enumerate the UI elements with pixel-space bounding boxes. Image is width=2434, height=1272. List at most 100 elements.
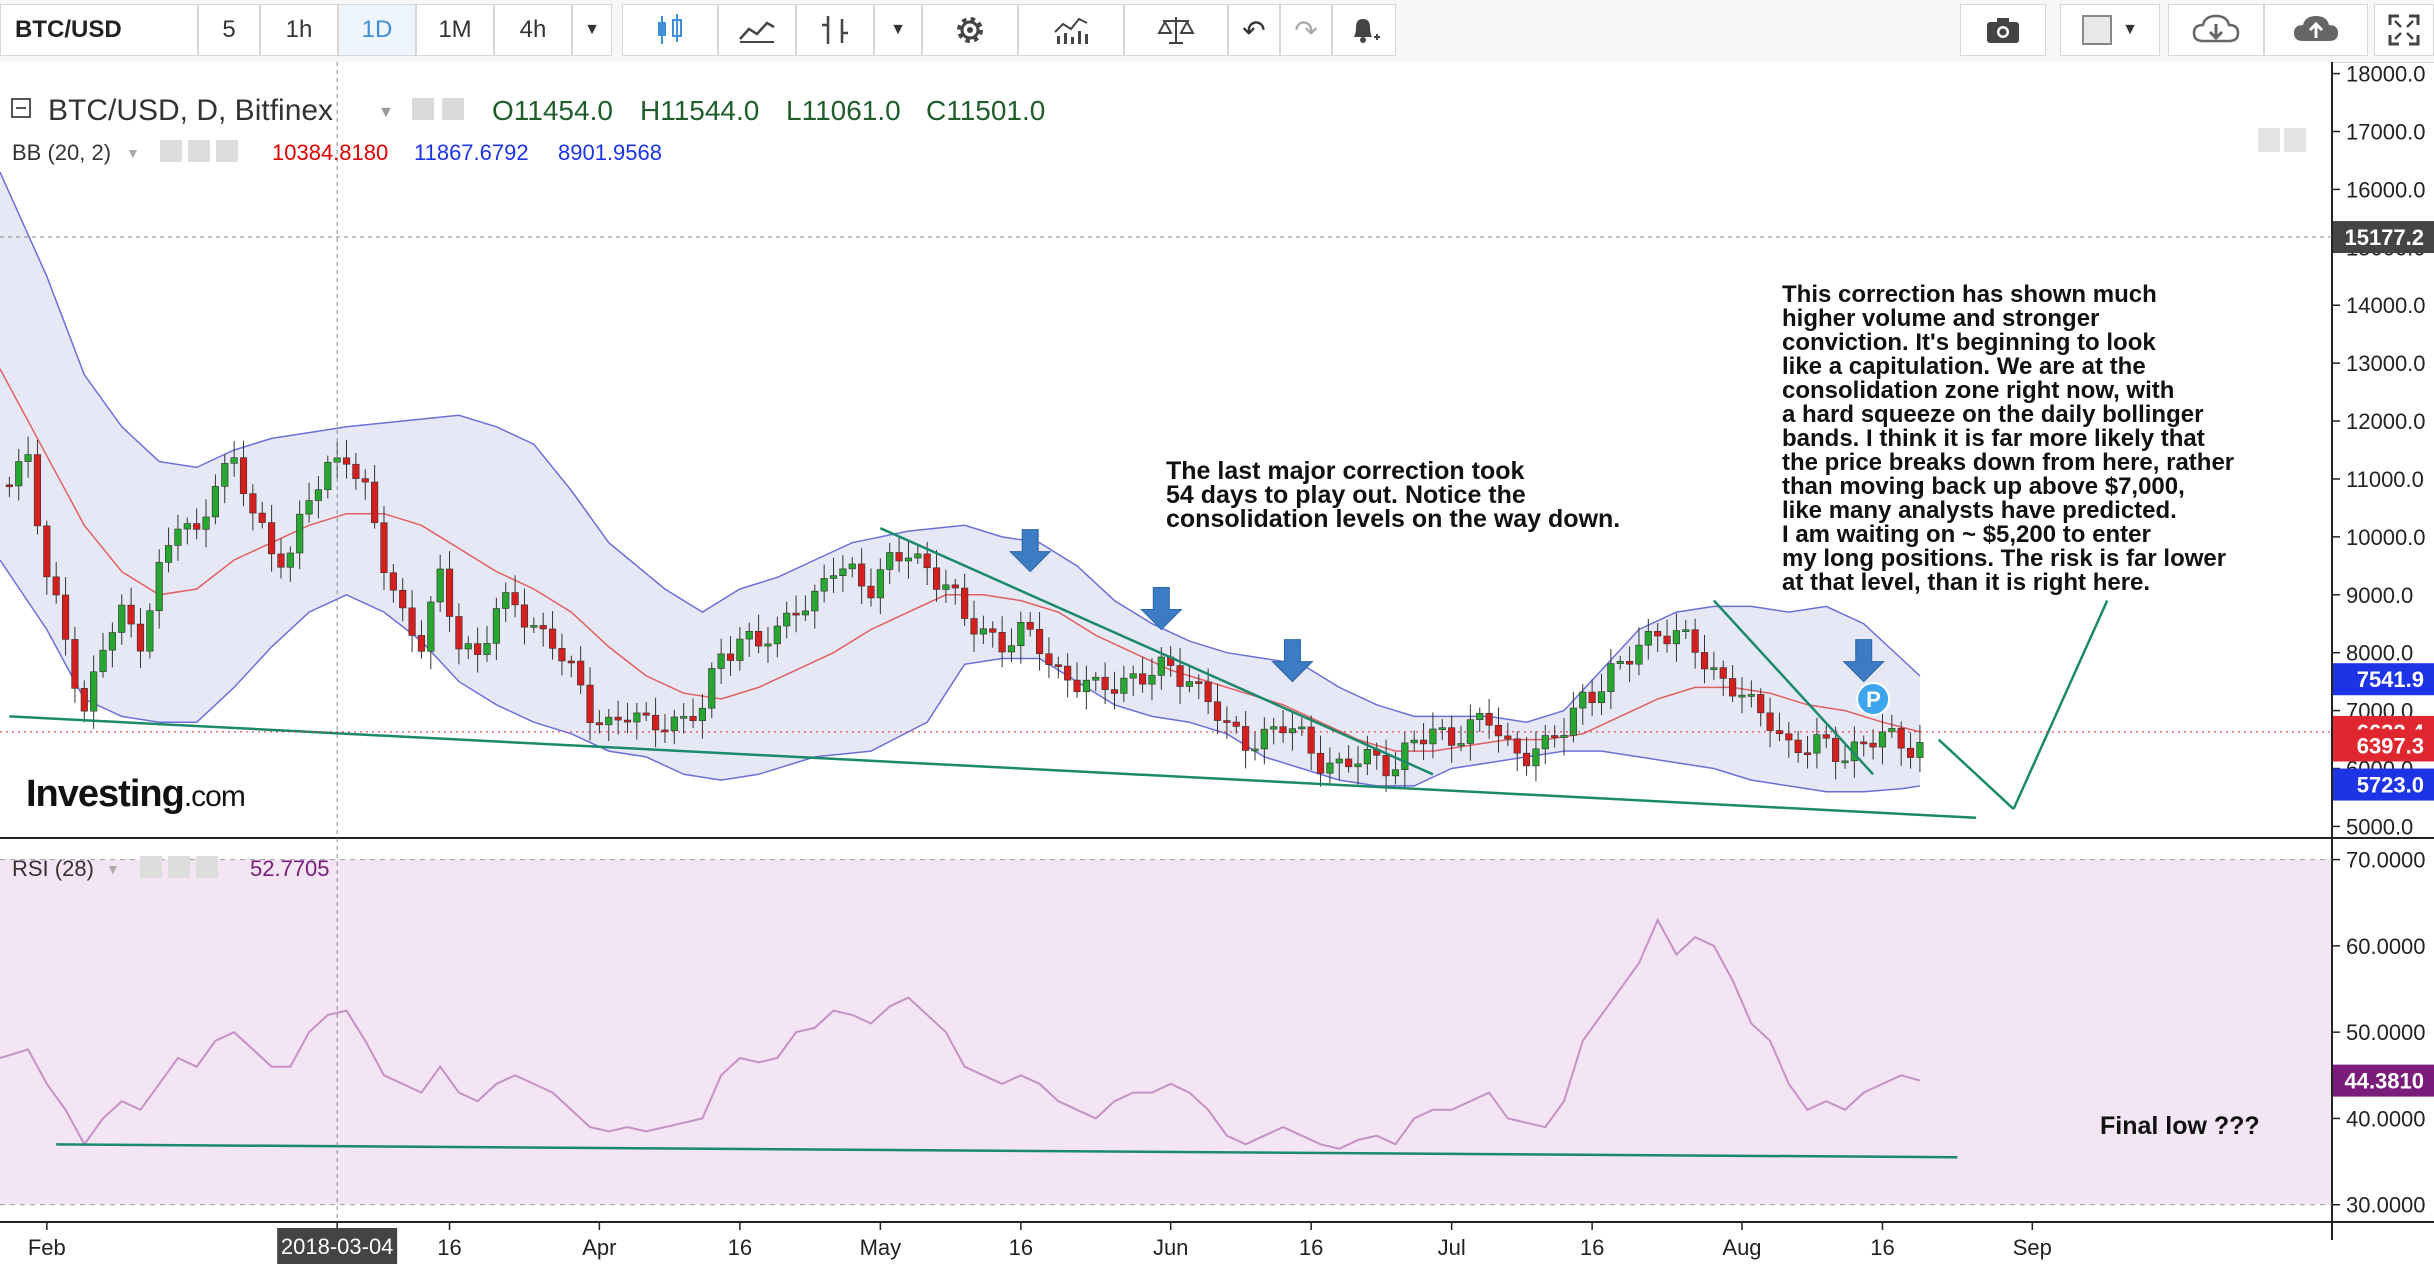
bars-chart-type-button[interactable] bbox=[796, 4, 874, 56]
candle[interactable] bbox=[1101, 676, 1109, 690]
candle[interactable] bbox=[689, 716, 697, 722]
candle[interactable] bbox=[211, 486, 219, 518]
legend-dropdown-icon[interactable]: ▼ bbox=[378, 104, 394, 121]
candle[interactable] bbox=[586, 684, 594, 723]
candle[interactable] bbox=[801, 610, 810, 616]
candle[interactable] bbox=[230, 457, 238, 464]
candle[interactable] bbox=[296, 513, 304, 554]
candle[interactable] bbox=[1232, 721, 1240, 727]
candle[interactable] bbox=[614, 716, 622, 721]
line-chart-type-button[interactable] bbox=[718, 4, 796, 56]
candle[interactable] bbox=[1354, 763, 1362, 768]
candle[interactable] bbox=[914, 553, 922, 559]
candle[interactable] bbox=[1176, 665, 1184, 687]
candle[interactable] bbox=[371, 481, 379, 524]
candle[interactable] bbox=[783, 612, 791, 627]
fullscreen-button[interactable] bbox=[2374, 4, 2434, 56]
candle[interactable] bbox=[361, 478, 369, 483]
candle[interactable] bbox=[698, 707, 706, 722]
candle[interactable] bbox=[567, 660, 575, 664]
candle[interactable] bbox=[305, 500, 313, 515]
rsi-axis[interactable]: 70.0000 60.0000 50.0000 40.0000 30.0000 bbox=[2332, 848, 2426, 1218]
candle[interactable] bbox=[1026, 621, 1034, 630]
candle[interactable] bbox=[1513, 738, 1521, 754]
scroll-left-icon[interactable] bbox=[2258, 128, 2280, 152]
candle[interactable] bbox=[1035, 629, 1044, 655]
candle[interactable] bbox=[1485, 712, 1493, 726]
candle[interactable] bbox=[661, 729, 669, 733]
candle[interactable] bbox=[1213, 701, 1222, 721]
candle[interactable] bbox=[1148, 674, 1156, 685]
candle[interactable] bbox=[708, 668, 716, 709]
candle[interactable] bbox=[61, 594, 70, 640]
candle[interactable] bbox=[52, 576, 60, 596]
snapshot-button[interactable] bbox=[1960, 4, 2046, 56]
rsi-eye-icon[interactable] bbox=[140, 856, 162, 878]
candle[interactable] bbox=[811, 590, 819, 612]
candle[interactable] bbox=[1729, 678, 1737, 697]
august-downtrend-line[interactable] bbox=[1712, 599, 1875, 776]
candle[interactable] bbox=[961, 587, 969, 619]
symbol-button[interactable]: BTC/USD bbox=[0, 4, 198, 56]
candle[interactable] bbox=[1691, 629, 1699, 653]
candle[interactable] bbox=[1110, 689, 1119, 694]
candle[interactable] bbox=[1588, 691, 1596, 704]
candle[interactable] bbox=[726, 653, 735, 661]
interval-1d-button[interactable]: 1D bbox=[338, 4, 416, 56]
candle[interactable] bbox=[1307, 726, 1315, 754]
candle[interactable] bbox=[15, 461, 23, 487]
interval-1h-button[interactable]: 1h bbox=[260, 4, 338, 56]
candle[interactable] bbox=[314, 489, 323, 501]
bb-eye-icon[interactable] bbox=[160, 140, 182, 162]
candle[interactable] bbox=[792, 612, 800, 616]
candle[interactable] bbox=[1363, 749, 1371, 765]
candle[interactable] bbox=[136, 623, 145, 652]
candle[interactable] bbox=[1082, 679, 1090, 693]
candle[interactable] bbox=[623, 719, 632, 723]
candle[interactable] bbox=[1504, 735, 1512, 740]
candle[interactable] bbox=[1157, 656, 1165, 676]
candle[interactable] bbox=[867, 585, 875, 599]
candle[interactable] bbox=[1345, 758, 1353, 768]
candle[interactable] bbox=[464, 643, 472, 650]
candle[interactable] bbox=[1129, 673, 1137, 679]
candle[interactable] bbox=[483, 643, 491, 655]
candle[interactable] bbox=[1382, 755, 1390, 777]
candle[interactable] bbox=[1476, 712, 1484, 720]
candle[interactable] bbox=[755, 631, 763, 647]
candle[interactable] bbox=[1635, 644, 1643, 665]
candle[interactable] bbox=[342, 457, 351, 465]
candle[interactable] bbox=[1335, 758, 1343, 764]
candle[interactable] bbox=[858, 563, 866, 587]
candle[interactable] bbox=[1738, 694, 1746, 698]
candle[interactable] bbox=[1766, 712, 1774, 731]
candle[interactable] bbox=[577, 660, 585, 686]
candle[interactable] bbox=[24, 454, 32, 462]
candle[interactable] bbox=[1270, 726, 1278, 730]
candle[interactable] bbox=[352, 463, 360, 479]
interval-4h-button[interactable]: 4h bbox=[494, 4, 572, 56]
candle[interactable] bbox=[520, 604, 529, 628]
candle[interactable] bbox=[408, 607, 416, 636]
candle[interactable] bbox=[895, 552, 903, 562]
compare-button[interactable] bbox=[1124, 4, 1228, 56]
rsi-support-line[interactable] bbox=[56, 1143, 1958, 1159]
candle[interactable] bbox=[605, 716, 613, 726]
rsi-settings-icon[interactable] bbox=[168, 856, 190, 878]
candle[interactable] bbox=[642, 712, 650, 716]
time-axis[interactable]: Feb 2018-03-04 16 Apr 16 May 16 Jun 16 Jul 16 Aug 16… bbox=[28, 1222, 2052, 1264]
candle[interactable] bbox=[1916, 742, 1924, 758]
rsi-dropdown-icon[interactable]: ▼ bbox=[106, 861, 120, 877]
candle[interactable] bbox=[1803, 752, 1812, 755]
undo-button[interactable]: ↶ bbox=[1228, 4, 1280, 56]
candle[interactable] bbox=[558, 648, 566, 662]
candle[interactable] bbox=[633, 712, 641, 723]
candle[interactable] bbox=[380, 522, 388, 573]
candle[interactable] bbox=[1139, 673, 1147, 685]
candle[interactable] bbox=[1607, 663, 1615, 693]
candle[interactable] bbox=[1757, 694, 1765, 714]
bb-dropdown-icon[interactable]: ▼ bbox=[126, 145, 140, 161]
interval-dropdown-button[interactable]: ▼ bbox=[572, 4, 612, 56]
projection-up[interactable] bbox=[2012, 600, 2109, 810]
candle[interactable] bbox=[1429, 728, 1437, 745]
